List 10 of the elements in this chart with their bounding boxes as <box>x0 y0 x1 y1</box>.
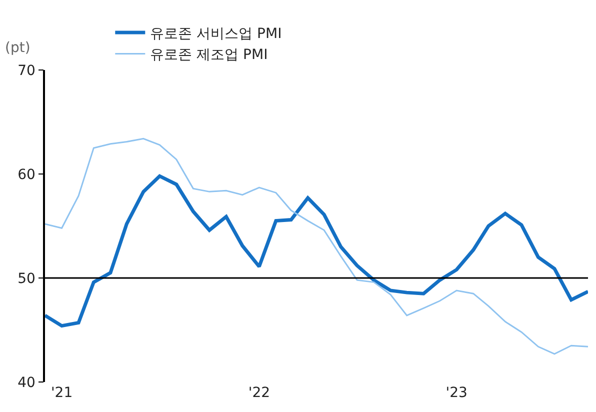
x-tick-label: '23 <box>446 385 468 401</box>
y-axis-title: (pt) <box>5 40 30 56</box>
y-tick-label: 70 <box>18 62 36 79</box>
y-tick-label: 40 <box>18 374 36 391</box>
x-tick-label: '21 <box>50 385 73 401</box>
legend-label: 유로존 제조업 PMI <box>150 47 268 64</box>
y-tick-label: 50 <box>18 270 36 287</box>
x-tick-label: '22 <box>248 385 270 401</box>
legend-label: 유로존 서비스업 PMI <box>150 26 282 42</box>
y-tick-label: 60 <box>18 166 36 183</box>
